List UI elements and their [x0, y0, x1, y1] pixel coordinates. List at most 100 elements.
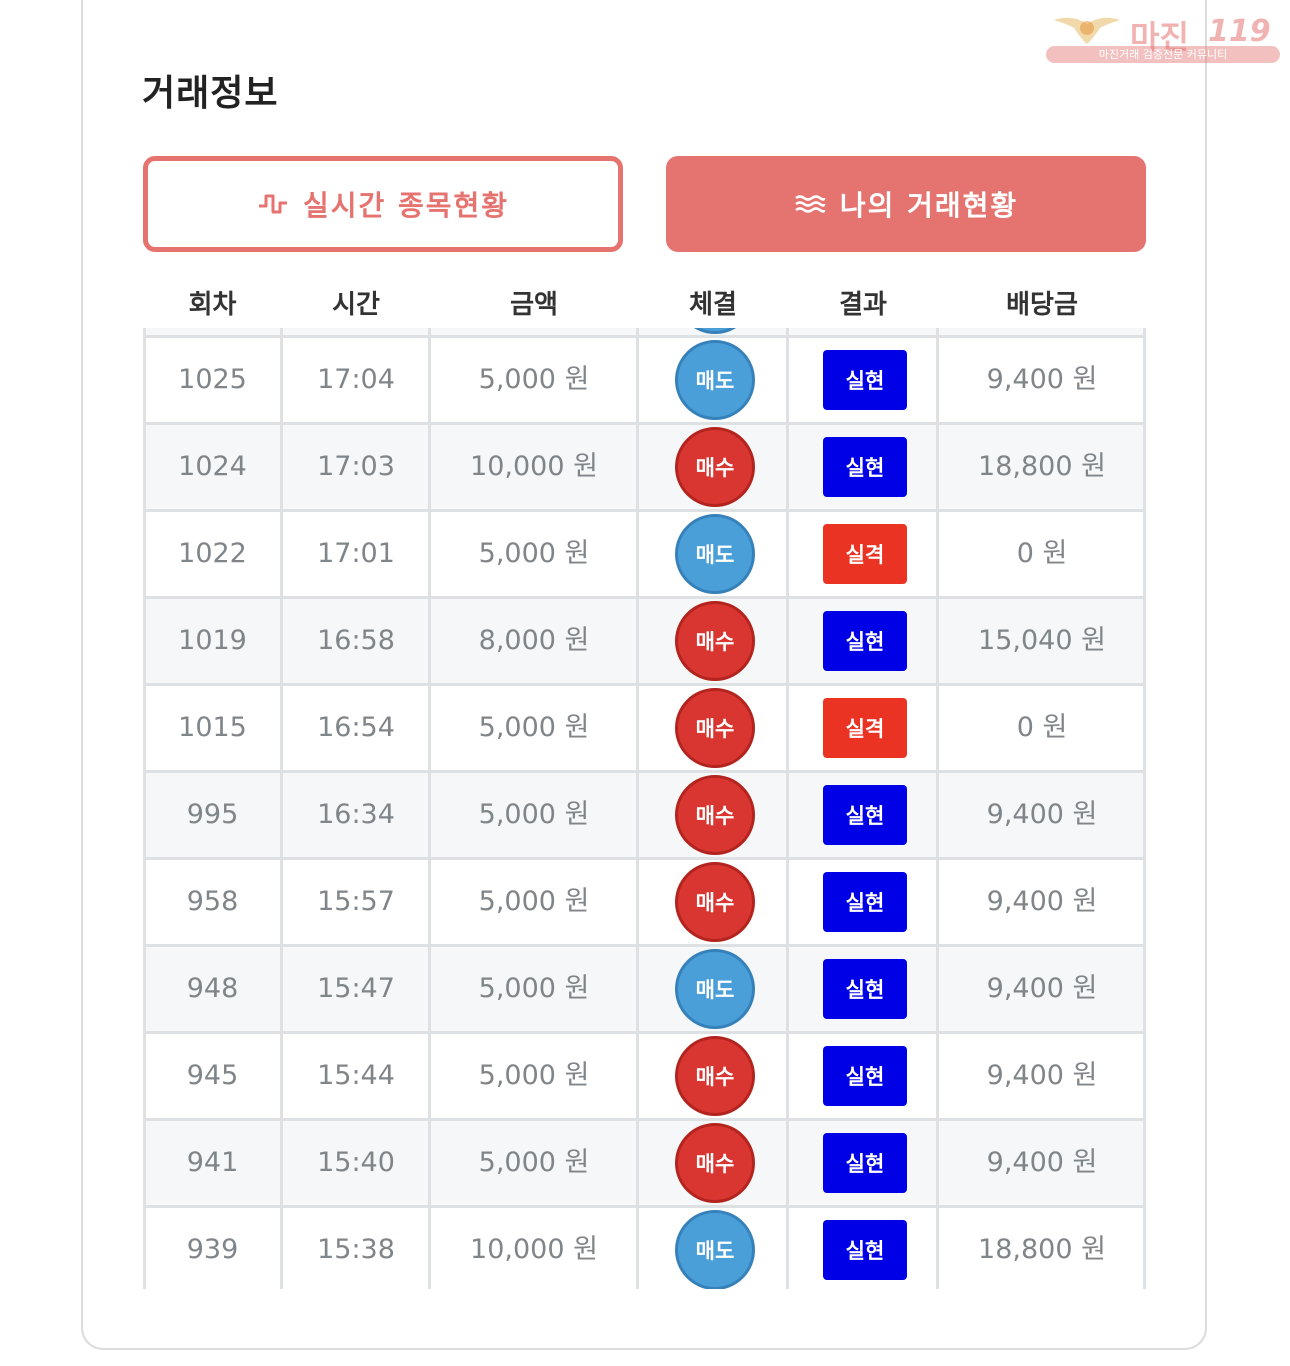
result-failed-badge: 실격 [823, 698, 907, 758]
table-row: 941 15:40 5,000 원 매수 실현 9,400 원 [143, 1121, 1146, 1208]
table-row: 948 15:47 5,000 원 매도 실현 9,400 원 [143, 947, 1146, 1034]
round-cell: 958 [186, 886, 239, 917]
amount-cell: 5,000 원 [478, 973, 590, 1004]
amount-cell: 8,000 원 [478, 625, 590, 656]
result-realized-badge: 실현 [823, 437, 907, 497]
grid-divider [936, 328, 939, 1289]
round-cell: 939 [186, 1234, 239, 1265]
amount-cell: 5,000 원 [478, 799, 590, 830]
amount-cell: 5,000 원 [478, 538, 590, 569]
result-failed-badge: 실격 [823, 524, 907, 584]
time-cell: 15:40 [317, 1147, 395, 1178]
time-cell: 16:54 [317, 712, 395, 743]
table-row-partial [143, 328, 1146, 338]
time-cell: 16:34 [317, 799, 395, 830]
result-realized-badge: 실현 [823, 785, 907, 845]
table-row: 1015 16:54 5,000 원 매수 실격 0 원 [143, 686, 1146, 773]
page-title: 거래정보 [142, 73, 279, 114]
table-row: 1024 17:03 10,000 원 매수 실현 18,800 원 [143, 425, 1146, 512]
watermark-logo: 마진 119 마진거래 검증전문 커뮤니티 [1046, 10, 1280, 64]
amount-cell: 5,000 원 [478, 1147, 590, 1178]
eagle-emblem-icon [1054, 17, 1120, 44]
grid-divider [143, 328, 146, 1289]
tab-mine-label: 나의 거래현황 [839, 189, 1019, 222]
round-cell: 941 [186, 1147, 239, 1178]
time-cell: 17:04 [317, 364, 395, 395]
round-cell: 1015 [178, 712, 247, 743]
buy-badge: 매수 [675, 688, 755, 768]
pulse-icon [258, 194, 287, 214]
payout-cell: 9,400 원 [986, 886, 1098, 917]
tab-live-stock-status[interactable]: 실시간 종목현황 [143, 156, 623, 252]
result-realized-badge: 실현 [823, 959, 907, 1019]
round-cell: 948 [186, 973, 239, 1004]
payout-cell: 9,400 원 [986, 1147, 1098, 1178]
sell-badge: 매도 [675, 340, 755, 420]
payout-cell: 9,400 원 [986, 1060, 1098, 1091]
time-cell: 15:57 [317, 886, 395, 917]
table-row: 1022 17:01 5,000 원 매도 실격 0 원 [143, 512, 1146, 599]
time-cell: 17:01 [317, 538, 395, 569]
col-round: 회차 [188, 290, 237, 320]
buy-badge: 매수 [675, 775, 755, 855]
sell-badge: 매도 [675, 1210, 755, 1289]
trade-table[interactable]: 1025 17:04 5,000 원 매도 실현 9,400 원 1024 17:03 10,0… [143, 328, 1146, 1289]
grid-divider [1143, 328, 1146, 1289]
result-realized-badge: 실현 [823, 350, 907, 410]
amount-cell: 5,000 원 [478, 1060, 590, 1091]
waves-icon [795, 195, 826, 213]
result-realized-badge: 실현 [823, 1220, 907, 1280]
round-cell: 1024 [178, 451, 247, 482]
col-execution: 체결 [689, 290, 737, 320]
amount-cell: 10,000 원 [470, 1234, 598, 1265]
watermark-tagline: 마진거래 검증전문 커뮤니티 [1046, 46, 1280, 63]
grid-divider [280, 328, 283, 1289]
time-cell: 16:58 [317, 625, 395, 656]
buy-badge: 매수 [675, 427, 755, 507]
tab-live-label: 실시간 종목현황 [302, 189, 510, 222]
round-cell: 1022 [178, 538, 247, 569]
time-cell: 15:47 [317, 973, 395, 1004]
tab-my-trade-status[interactable]: 나의 거래현황 [666, 156, 1146, 252]
table-row: 1025 17:04 5,000 원 매도 실현 9,400 원 [143, 338, 1146, 425]
payout-cell: 0 원 [1016, 712, 1068, 743]
payout-cell: 18,800 원 [978, 1234, 1106, 1265]
buy-badge: 매수 [675, 1036, 755, 1116]
buy-badge: 매수 [675, 862, 755, 942]
time-cell: 15:44 [317, 1060, 395, 1091]
table-header: 회차 시간 금액 체결 결과 배당금 [143, 282, 1145, 328]
grid-divider [786, 328, 789, 1289]
sell-badge: 매도 [675, 514, 755, 594]
payout-cell: 0 원 [1016, 538, 1068, 569]
col-time: 시간 [332, 290, 380, 320]
buy-badge: 매수 [675, 1123, 755, 1203]
table-row: 958 15:57 5,000 원 매수 실현 9,400 원 [143, 860, 1146, 947]
payout-cell: 18,800 원 [978, 451, 1106, 482]
amount-cell: 10,000 원 [470, 451, 598, 482]
watermark-brand: 마진 [1130, 18, 1189, 56]
grid-divider [428, 328, 431, 1289]
col-amount: 금액 [510, 290, 558, 320]
time-cell: 15:38 [317, 1234, 395, 1265]
table-row: 1019 16:58 8,000 원 매수 실현 15,040 원 [143, 599, 1146, 686]
round-cell: 945 [186, 1060, 239, 1091]
result-realized-badge: 실현 [823, 1046, 907, 1106]
amount-cell: 5,000 원 [478, 364, 590, 395]
payout-cell: 9,400 원 [986, 364, 1098, 395]
payout-cell: 15,040 원 [978, 625, 1106, 656]
result-realized-badge: 실현 [823, 872, 907, 932]
watermark-number: 119 [1208, 14, 1271, 49]
time-cell: 17:03 [317, 451, 395, 482]
table-row: 939 15:38 10,000 원 매도 실현 18,800 원 [143, 1208, 1146, 1289]
table-row: 995 16:34 5,000 원 매수 실현 9,400 원 [143, 773, 1146, 860]
col-payout: 배당금 [1006, 290, 1078, 320]
result-realized-badge: 실현 [823, 1133, 907, 1193]
round-cell: 1019 [178, 625, 247, 656]
buy-badge: 매수 [675, 601, 755, 681]
round-cell: 995 [186, 799, 239, 830]
table-row: 945 15:44 5,000 원 매수 실현 9,400 원 [143, 1034, 1146, 1121]
grid-divider [636, 328, 639, 1289]
round-cell: 1025 [178, 364, 247, 395]
col-result: 결과 [839, 290, 887, 320]
amount-cell: 5,000 원 [478, 886, 590, 917]
